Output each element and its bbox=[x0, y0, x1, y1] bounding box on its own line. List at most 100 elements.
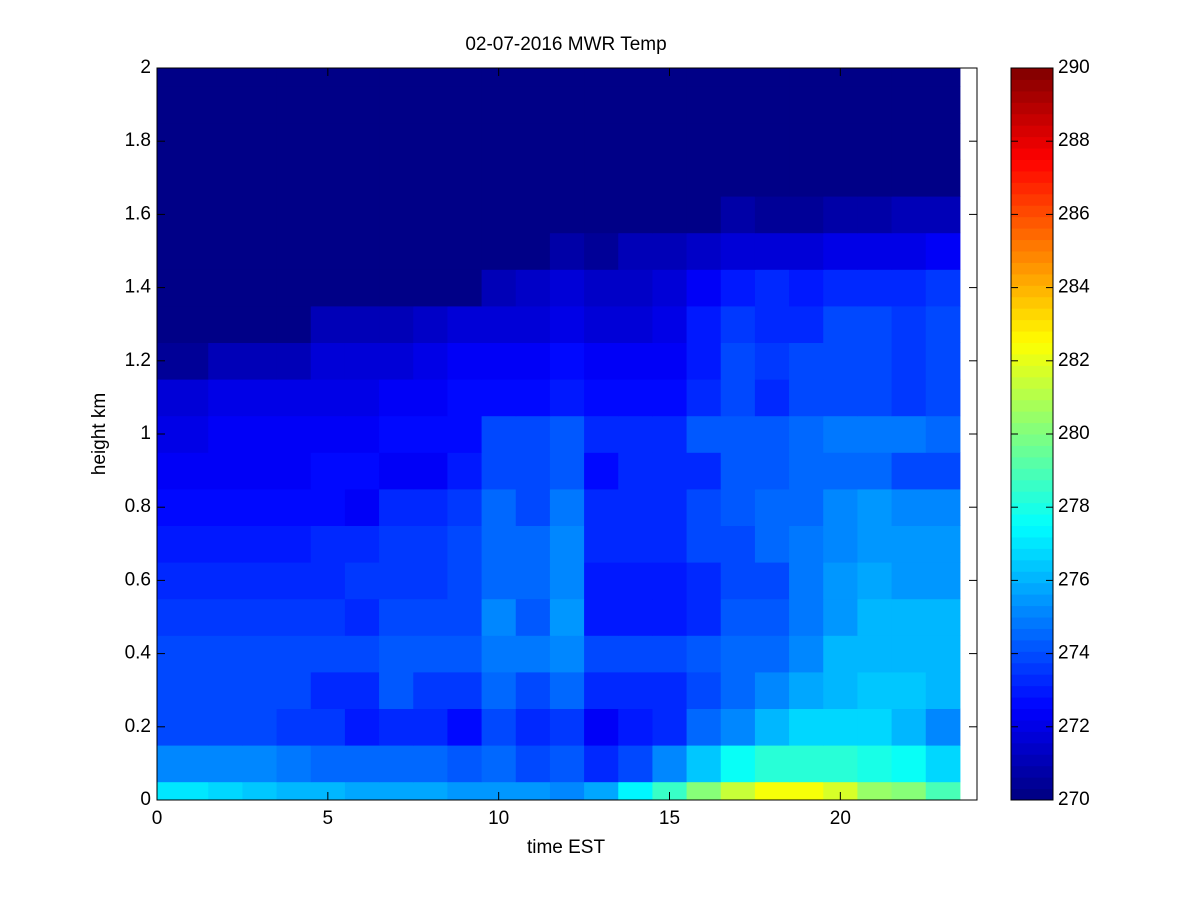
y-tick-label: 1.6 bbox=[125, 203, 151, 224]
heatmap-cell bbox=[276, 159, 312, 197]
heatmap-cell bbox=[310, 415, 346, 453]
heatmap-cell bbox=[686, 305, 722, 343]
heatmap-cell bbox=[857, 525, 893, 563]
heatmap-cell bbox=[686, 68, 722, 87]
heatmap-cell bbox=[857, 196, 893, 234]
colorbar-swatch bbox=[1011, 525, 1053, 538]
heatmap-cell bbox=[481, 305, 517, 343]
y-tick-label: 0.2 bbox=[125, 716, 151, 737]
heatmap-cell bbox=[310, 379, 346, 417]
heatmap-cell bbox=[652, 635, 688, 673]
heatmap-cell bbox=[515, 68, 551, 87]
heatmap-cell bbox=[618, 86, 653, 124]
heatmap-cell bbox=[157, 488, 209, 526]
heatmap-cell bbox=[618, 415, 653, 453]
colorbar-tick-label: 274 bbox=[1058, 643, 1090, 664]
heatmap-cell bbox=[413, 232, 448, 270]
heatmap-cell bbox=[208, 781, 243, 801]
heatmap-cell bbox=[447, 488, 483, 526]
heatmap-cell bbox=[379, 708, 414, 746]
heatmap-cell bbox=[720, 415, 756, 453]
heatmap-cell bbox=[413, 415, 448, 453]
heatmap-cell bbox=[208, 122, 243, 160]
heatmap-cell bbox=[515, 708, 551, 746]
heatmap-cell bbox=[208, 525, 243, 563]
x-tick-label: 0 bbox=[152, 808, 163, 829]
colorbar-swatch bbox=[1011, 502, 1053, 515]
heatmap-cell bbox=[549, 525, 585, 563]
heatmap-cell bbox=[157, 342, 209, 380]
heatmap-cell bbox=[686, 232, 722, 270]
heatmap-cell bbox=[549, 562, 585, 600]
heatmap-cell bbox=[584, 708, 619, 746]
heatmap-cell bbox=[857, 415, 893, 453]
heatmap-cell bbox=[413, 562, 448, 600]
heatmap-cell bbox=[891, 342, 927, 380]
heatmap-cell bbox=[584, 305, 619, 343]
colorbar-swatch bbox=[1011, 651, 1053, 664]
heatmap-cell bbox=[754, 452, 790, 490]
heatmap-cell bbox=[720, 598, 756, 636]
heatmap-cell bbox=[720, 86, 756, 124]
heatmap-cell bbox=[754, 635, 790, 673]
x-tick-label: 20 bbox=[830, 808, 851, 829]
heatmap-cell bbox=[891, 488, 927, 526]
heatmap-cell bbox=[344, 745, 380, 783]
heatmap-cell bbox=[789, 86, 824, 124]
heatmap-cell bbox=[447, 68, 483, 87]
heatmap-cell bbox=[344, 452, 380, 490]
heatmap-cell bbox=[891, 232, 927, 270]
colorbar-tick-label: 286 bbox=[1058, 203, 1090, 224]
heatmap-cell bbox=[276, 452, 312, 490]
heatmap-cell bbox=[413, 671, 448, 709]
heatmap-cell bbox=[481, 159, 517, 197]
heatmap-cell bbox=[584, 196, 619, 234]
heatmap-cell bbox=[857, 635, 893, 673]
heatmap-cell bbox=[447, 196, 483, 234]
heatmap-cell bbox=[549, 379, 585, 417]
heatmap-cell bbox=[344, 598, 380, 636]
colorbar-swatch bbox=[1011, 697, 1053, 709]
heatmap-cell bbox=[789, 671, 824, 709]
heatmap-cell bbox=[823, 305, 858, 343]
heatmap-cell bbox=[515, 452, 551, 490]
heatmap-cell bbox=[515, 598, 551, 636]
colorbar-swatch bbox=[1011, 228, 1053, 241]
colorbar-swatch bbox=[1011, 342, 1053, 355]
colorbar-swatch bbox=[1011, 731, 1053, 744]
heatmap-cell bbox=[720, 635, 756, 673]
heatmap-cell bbox=[344, 635, 380, 673]
heatmap-cell bbox=[823, 745, 858, 783]
heatmap-cell bbox=[584, 598, 619, 636]
heatmap-cell bbox=[549, 68, 585, 87]
heatmap-cell bbox=[481, 122, 517, 160]
colorbar-tick-label: 278 bbox=[1058, 496, 1090, 517]
colorbar-swatch bbox=[1011, 205, 1053, 218]
heatmap-cell bbox=[242, 415, 278, 453]
heatmap-cell bbox=[686, 379, 722, 417]
heatmap-cell bbox=[157, 68, 209, 87]
heatmap-cell bbox=[584, 379, 619, 417]
heatmap-cell bbox=[891, 159, 927, 197]
heatmap-cell bbox=[208, 488, 243, 526]
heatmap-cell bbox=[925, 525, 961, 563]
heatmap-cell bbox=[789, 452, 824, 490]
heatmap-cell bbox=[242, 305, 278, 343]
heatmap-cell bbox=[652, 598, 688, 636]
heatmap-cell bbox=[618, 562, 653, 600]
colorbar-swatch bbox=[1011, 514, 1053, 526]
y-tick-label: 1.8 bbox=[125, 130, 151, 151]
heatmap-cell bbox=[379, 122, 414, 160]
heatmap-cell bbox=[549, 122, 585, 160]
heatmap-cell bbox=[413, 159, 448, 197]
heatmap-cell bbox=[515, 86, 551, 124]
heatmap-cell bbox=[754, 68, 790, 87]
heatmap-cell bbox=[242, 379, 278, 417]
heatmap-cell bbox=[925, 671, 961, 709]
heatmap-cell bbox=[549, 305, 585, 343]
colorbar: 270 272 274 276 278 280 282 284 286 288 290 bbox=[1010, 57, 1090, 810]
heatmap-cell bbox=[652, 196, 688, 234]
heatmap-cell bbox=[515, 525, 551, 563]
heatmap-cell bbox=[413, 305, 448, 343]
heatmap-cell bbox=[208, 86, 243, 124]
